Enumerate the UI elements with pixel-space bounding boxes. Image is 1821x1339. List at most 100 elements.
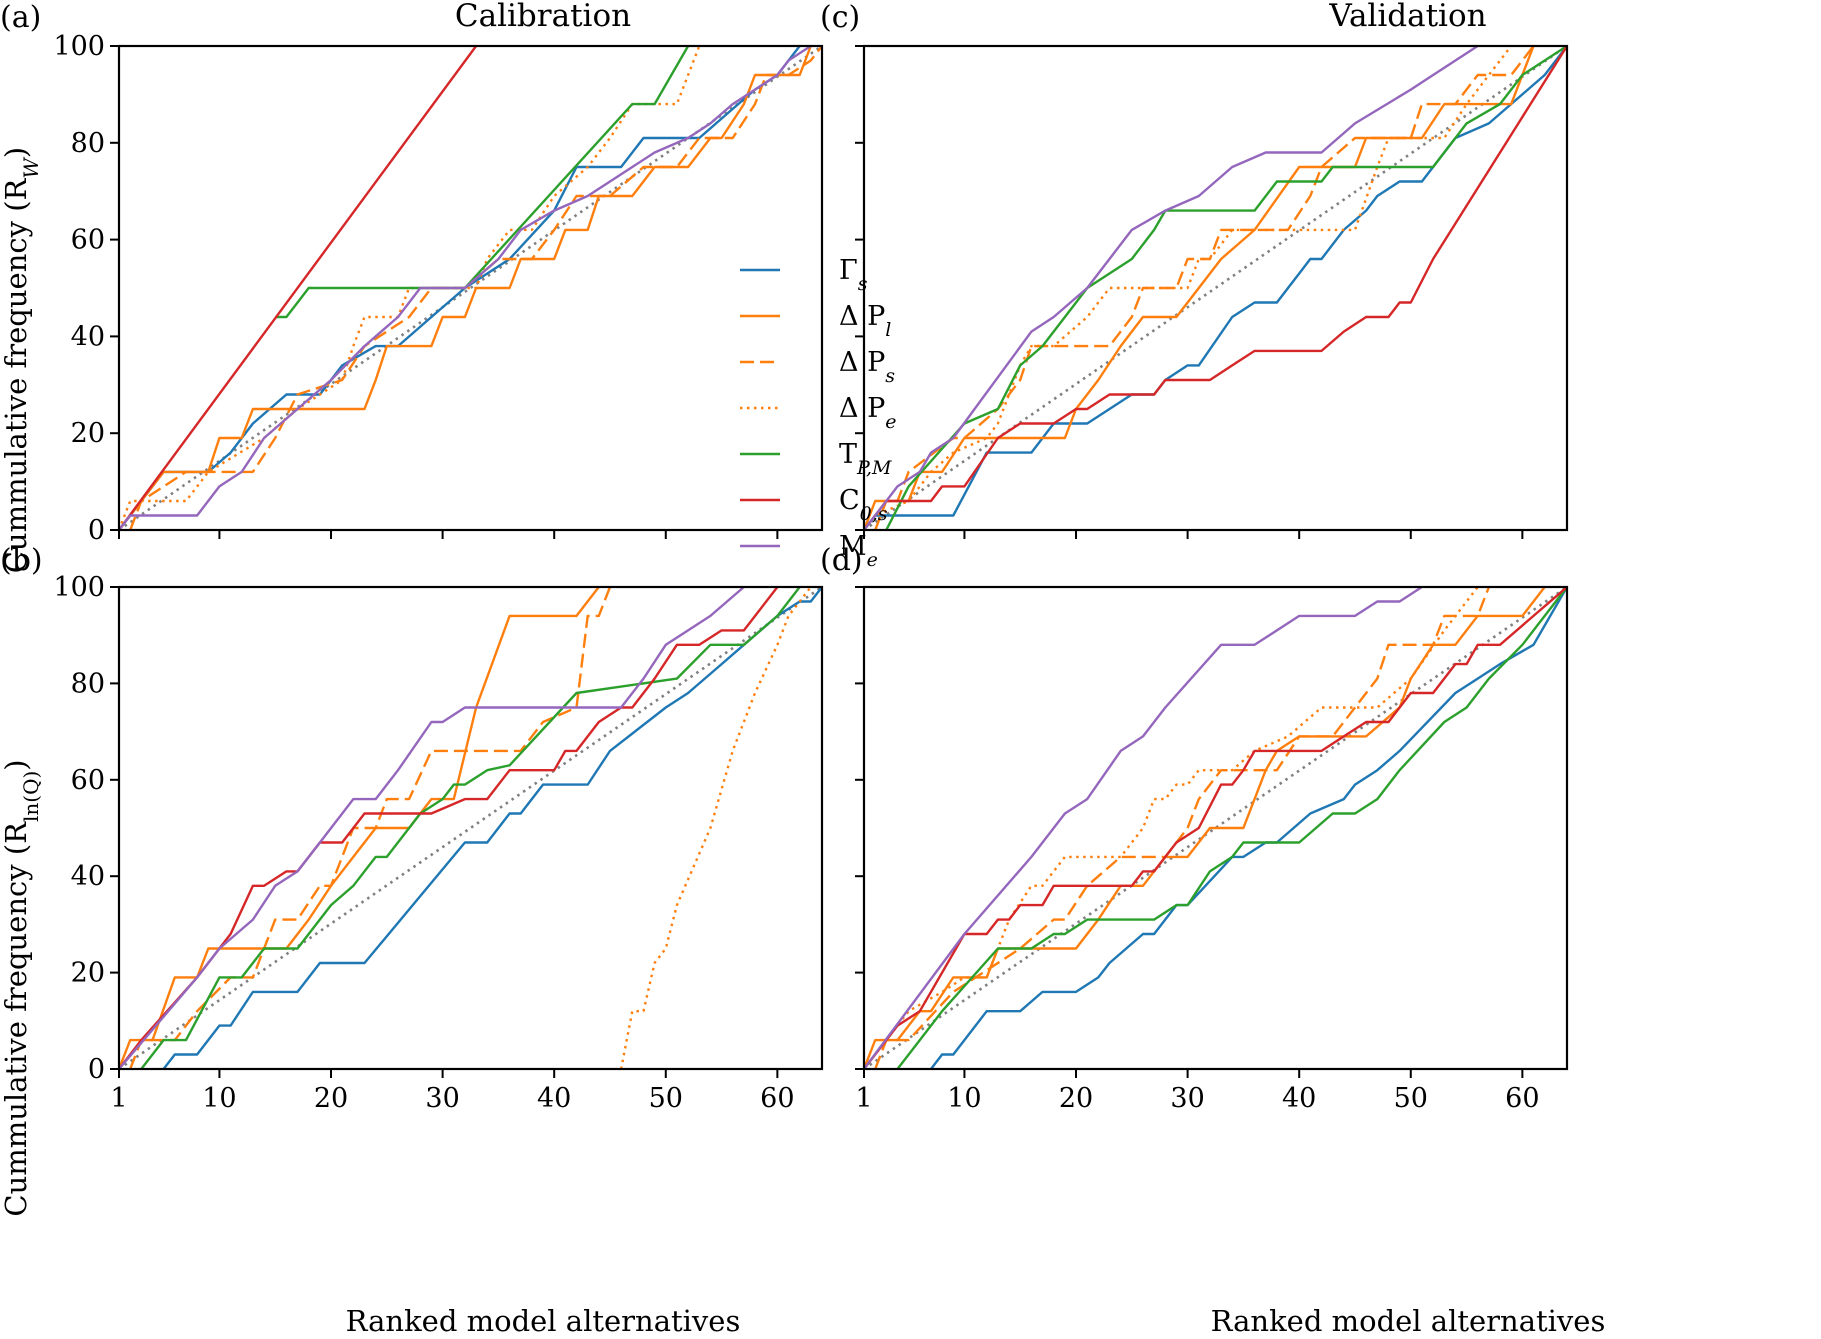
plot-area xyxy=(864,46,1567,530)
axes-frame xyxy=(117,585,824,1071)
xlabel-right: Ranked model alternatives xyxy=(1211,1304,1606,1338)
x-tick-label: 50 xyxy=(649,1083,683,1114)
x-tick-label: 10 xyxy=(202,1083,236,1114)
ylabel-top-text: Cummulative frequency (R xyxy=(0,177,33,573)
series-C0-s xyxy=(119,587,779,1069)
xlabel-left: Ranked model alternatives xyxy=(346,1304,741,1338)
column-title-validation: Validation xyxy=(1328,0,1486,34)
y-tick-label: 60 xyxy=(71,765,105,796)
y-tick-label: 20 xyxy=(71,418,105,449)
y-tick-label: 0 xyxy=(88,515,105,546)
x-tick-label: 20 xyxy=(1059,1083,1093,1114)
y-tick-label: 80 xyxy=(71,128,105,159)
ylabel-top-end: ) xyxy=(0,147,33,158)
series-dP-l xyxy=(864,587,1546,1069)
legend-label-sub: s xyxy=(885,365,895,387)
y-tick-label: 0 xyxy=(88,1054,105,1085)
y-tick-label: 40 xyxy=(71,861,105,892)
legend-label-dP-s: Δ Ps xyxy=(839,347,895,387)
panels: 0 20 40 60 80 100 (a) 1 10 20 30 40 50 60 0 20 40 60 80 100… xyxy=(0,0,1569,1114)
series-dP-l xyxy=(119,587,600,1069)
series-gamma-s xyxy=(930,587,1567,1069)
axes-frame xyxy=(117,44,824,532)
ylabel-bottom-end: ) xyxy=(0,759,33,770)
series-T-PM xyxy=(140,587,801,1069)
series-C0-s xyxy=(864,46,1567,530)
x-tick-label: 60 xyxy=(1505,1083,1539,1114)
plot-area xyxy=(119,587,822,1069)
ylabel-bottom: Cummulative frequency (Rln(Q)) xyxy=(0,759,43,1216)
legend-label-dP-e: Δ Pe xyxy=(839,393,897,433)
legend-label-sub: s xyxy=(858,273,868,295)
legend-label-dP-l: Δ Pl xyxy=(839,301,891,341)
ylabel-top-sub: W xyxy=(19,157,43,179)
x-tick-label: 1 xyxy=(855,1083,872,1114)
legend-label-base: M xyxy=(839,531,867,562)
legend-label-sub: P,M xyxy=(856,457,892,479)
series-dP-e xyxy=(619,587,812,1069)
panel-a: 0 20 40 60 80 100 (a) xyxy=(0,0,824,546)
reference-line xyxy=(119,587,822,1069)
series-dP-e xyxy=(864,46,1513,530)
axes-frame xyxy=(862,44,1569,532)
legend-label-base: Δ P xyxy=(839,301,885,332)
series-M-e xyxy=(864,587,1423,1069)
legend-label-sub: e xyxy=(867,549,878,571)
legend-label-C0-s: C0,s xyxy=(839,485,888,525)
reference-line xyxy=(864,587,1567,1069)
series-M-e xyxy=(119,587,745,1069)
legend-label-base: Δ P xyxy=(839,393,885,424)
legend-label-base: Δ P xyxy=(839,347,885,378)
column-title-calibration: Calibration xyxy=(455,0,631,34)
series-dP-e xyxy=(864,587,1479,1069)
reference-line xyxy=(864,46,1567,530)
y-tick-label: 40 xyxy=(71,321,105,352)
x-tick-label: 40 xyxy=(537,1083,571,1114)
series-dP-l xyxy=(864,46,1535,530)
legend-label-sub: e xyxy=(885,411,896,433)
panel-letter: (d) xyxy=(820,543,863,578)
x-tick-label: 60 xyxy=(760,1083,794,1114)
x-tick-label: 30 xyxy=(1170,1083,1204,1114)
series-M-e xyxy=(119,46,812,530)
legend-label-sub: l xyxy=(885,319,891,341)
plot-area xyxy=(864,587,1567,1069)
legend-label-base: T xyxy=(839,439,857,470)
x-tick-label: 30 xyxy=(425,1083,459,1114)
series-M-e xyxy=(864,46,1479,530)
panel-letter: (a) xyxy=(0,0,41,35)
legend-label-sub: 0,s xyxy=(860,503,888,525)
panel-letter: (c) xyxy=(820,0,860,35)
panel-d: 1 10 20 30 40 50 60 (d) xyxy=(820,543,1569,1114)
legend-label-T-PM: TP,M xyxy=(839,439,892,479)
y-tick-label: 100 xyxy=(53,572,105,603)
y-tick-label: 80 xyxy=(71,668,105,699)
series-T-PM xyxy=(896,587,1567,1069)
x-tick-label: 40 xyxy=(1282,1083,1316,1114)
y-tick-label: 20 xyxy=(71,958,105,989)
ylabel-top: Cummulative frequency (RW) xyxy=(0,147,43,574)
ylabel-bottom-text: Cummulative frequency (R xyxy=(0,821,33,1217)
series-C0-s xyxy=(119,46,478,530)
legend-label-M-e: Me xyxy=(839,531,878,571)
panel-b: 1 10 20 30 40 50 60 0 20 40 60 80 100 (b) xyxy=(0,543,824,1114)
legend-label-base: C xyxy=(839,485,860,516)
y-tick-label: 60 xyxy=(71,225,105,256)
series-gamma-s xyxy=(864,46,1567,530)
ylabel-bottom-sub: ln(Q) xyxy=(19,771,43,822)
axes-frame xyxy=(862,585,1569,1071)
series-C0-s xyxy=(864,587,1567,1069)
y-tick-label: 100 xyxy=(53,31,105,62)
series-dP-s xyxy=(129,587,612,1069)
x-tick-label: 20 xyxy=(314,1083,348,1114)
panel-letter: (b) xyxy=(0,543,43,578)
series-dP-s xyxy=(874,46,1535,530)
reference-line xyxy=(119,46,822,530)
legend-label-base: Γ xyxy=(839,255,858,286)
legend-label-gamma-s: Γs xyxy=(839,255,868,295)
panel-c: (c) xyxy=(820,0,1569,539)
x-tick-label: 50 xyxy=(1394,1083,1428,1114)
series-dP-s xyxy=(129,46,822,530)
